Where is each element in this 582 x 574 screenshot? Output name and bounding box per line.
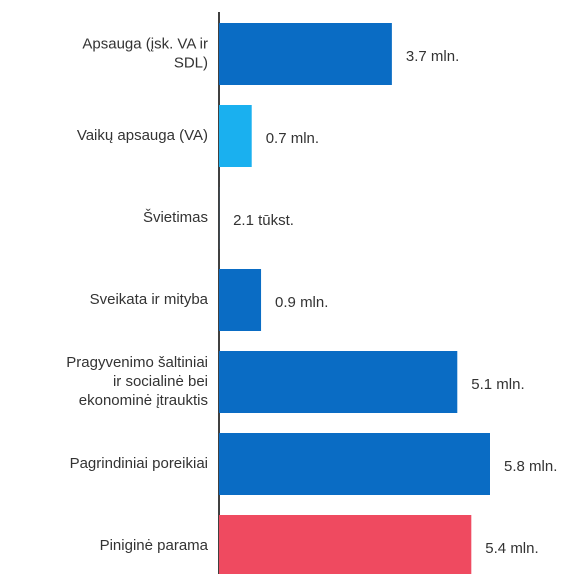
bar [219, 351, 458, 413]
value-label: 2.1 tūkst. [233, 212, 294, 229]
value-label: 5.4 mln. [485, 540, 538, 557]
category-line: Pragyvenimo šaltiniai [66, 354, 208, 371]
category-line: ekonominė įtrauktis [79, 392, 208, 409]
category-line: Švietimas [143, 209, 208, 226]
category-label: Pagrindiniai poreikiai [70, 455, 208, 472]
bar [219, 433, 490, 495]
value-label: 0.7 mln. [266, 130, 319, 147]
category-label: Apsauga (įsk. VA ir SDL) [82, 35, 208, 71]
category-line: Apsauga (įsk. VA ir [82, 35, 208, 52]
bar [219, 105, 252, 167]
category-label: Piniginė parama [100, 537, 209, 554]
category-line: Pagrindiniai poreikiai [70, 455, 208, 472]
bar [219, 23, 392, 85]
value-label: 0.9 mln. [275, 294, 328, 311]
category-line: Piniginė parama [100, 537, 209, 554]
category-line: SDL) [174, 54, 208, 71]
category-line: Sveikata ir mityba [90, 291, 209, 308]
value-label: 3.7 mln. [406, 48, 459, 65]
category-label: Švietimas [143, 209, 208, 226]
category-label: Sveikata ir mityba [90, 291, 209, 308]
bar [219, 269, 262, 331]
category-line: Vaikų apsauga (VA) [77, 127, 208, 144]
value-label: 5.1 mln. [471, 376, 524, 393]
value-label: 5.8 mln. [504, 458, 557, 475]
bar [219, 515, 472, 574]
category-line: ir socialinė bei [113, 373, 208, 390]
category-label: Pragyvenimo šaltiniai ir socialinė bei eko… [66, 354, 208, 409]
category-label: Vaikų apsauga (VA) [77, 127, 208, 144]
